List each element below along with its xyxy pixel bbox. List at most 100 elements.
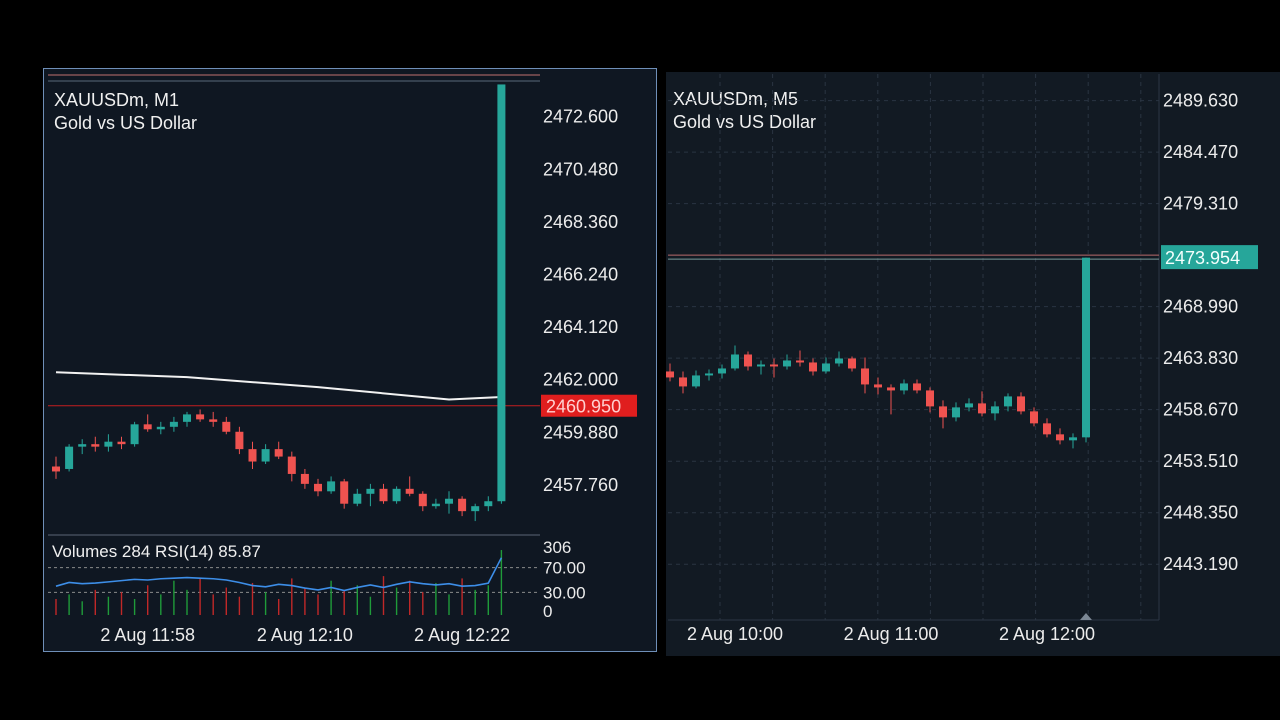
candle-body [822,363,830,372]
price-tick-label: 2472.600 [543,107,618,127]
price-tick-label: 2464.120 [543,317,618,337]
candle-body [91,444,100,447]
candle-body [78,444,87,447]
candle-body [731,354,739,369]
candle-body [405,488,414,494]
rsi-line [55,557,503,592]
price-tick-label: 2470.480 [543,159,618,179]
candle-body [835,358,843,364]
candle-body [392,488,401,502]
candle-body [718,368,726,374]
rsi-level-label: 30.00 [543,583,586,602]
candle-body [861,368,869,385]
candle-body [666,371,674,378]
candle-body [196,414,205,420]
price-tick-label: 2479.310 [1163,194,1238,214]
candle-body [887,387,895,391]
price-tick-label: 2462.000 [543,370,618,390]
moving-average-line [55,371,502,401]
candle-body [1069,437,1077,441]
candle-body [183,414,191,422]
candle-body [143,424,152,430]
candle-body [52,466,60,472]
candle-body [169,421,178,427]
m5-chart-canvas[interactable]: 2489.630 2484.470 2479.310 2468.990 2463.830… [666,72,1280,656]
candle-body [1030,411,1038,424]
candle-body [1056,434,1064,441]
chart-description: Gold vs US Dollar [673,112,817,132]
price-tick-label: 2443.190 [1163,554,1238,574]
candle-body [261,449,270,462]
candle-body [379,488,388,502]
rsi-level-label: 70.00 [543,559,586,578]
volume-max-label: 306 [543,538,571,557]
candle-body [445,498,453,504]
candle-body [1043,423,1051,435]
candle-body [783,360,791,367]
chart-description: Gold vs US Dollar [54,113,198,133]
candle-body [991,406,999,414]
candle-body [679,377,687,387]
price-tick-label: 2459.880 [543,422,618,442]
candle-body [1082,257,1090,438]
candle-body [340,481,349,504]
candle-body [300,473,309,484]
candle-body [130,424,139,445]
m1-chart-canvas[interactable]: 2472.600 2470.480 2468.360 2466.240 2464.120… [44,69,656,651]
time-tick-label: 2 Aug 10:00 [687,624,783,644]
candle-body [796,360,804,363]
candle-body [965,403,973,408]
price-tick-label: 2468.990 [1163,297,1238,317]
candle-body [366,488,375,494]
candle-body [235,431,244,450]
price-tick-label: 2468.360 [543,212,618,232]
indicator-label: Volumes 284 RSI(14) 85.87 [52,542,261,561]
time-tick-label: 2 Aug 11:00 [844,624,939,644]
candle-body [952,407,960,418]
candle-body [744,354,752,367]
candle-body [757,364,765,367]
current-price-label: 2460.950 [546,397,621,417]
candle-body [913,383,921,391]
candle-body [431,503,440,507]
candle-body [978,403,986,414]
candle-body [314,483,322,492]
price-tick-label: 2453.510 [1163,451,1238,471]
candle-body [287,456,296,474]
candle-body [209,419,218,422]
candle-body [327,481,336,492]
price-tick-label: 2448.350 [1163,503,1238,523]
candle-body [156,426,165,430]
candle-body [353,493,362,504]
candle-body [692,375,700,387]
current-price-label: 2473.954 [1165,248,1240,268]
price-tick-label: 2466.240 [543,264,618,284]
current-price-tag [541,394,637,417]
candle-body [926,390,934,407]
chart-window-m1[interactable]: XAUUSDm, M1 Gold vs US Dollar 2472.600 24… [43,68,657,652]
candle-body [484,501,493,507]
price-tick-label: 2484.470 [1163,142,1238,162]
price-tick-label: 2489.630 [1163,91,1238,111]
candle-body [104,441,113,447]
candle-body [939,406,947,418]
time-tick-label: 2 Aug 12:00 [999,624,1095,644]
candle-body [848,358,856,369]
candle-body [222,421,231,432]
time-tick-label: 2 Aug 12:22 [414,625,510,645]
candle-body [274,449,283,457]
time-tick-label: 2 Aug 11:58 [100,625,195,645]
candle-body [248,449,257,462]
candle-body [874,384,882,388]
current-price-tag [1161,245,1258,270]
candle-body [1017,396,1025,412]
chart-symbol: XAUUSDm, M1 [54,90,180,110]
chart-window-m5[interactable]: XAUUSDm, M5 Gold vs US Dollar 2489.630 24… [666,72,1280,656]
price-tick-label: 2457.760 [543,475,618,495]
candle-body [65,446,74,469]
time-marker-icon [1080,613,1092,620]
candle-body [1004,396,1012,407]
price-tick-label: 2458.670 [1163,400,1238,420]
chart-symbol: XAUUSDm, M5 [673,89,799,109]
candle-body [418,493,427,507]
